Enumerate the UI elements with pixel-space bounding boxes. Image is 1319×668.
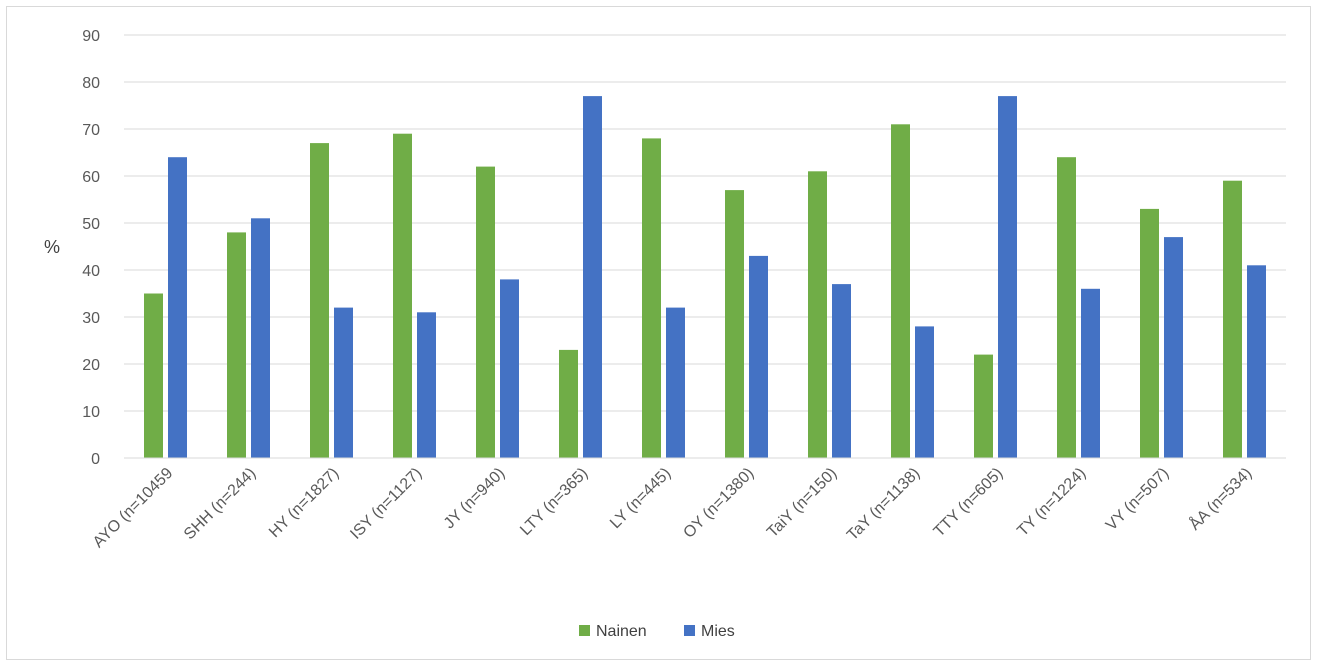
y-tick-label: 80	[82, 75, 100, 92]
bar-mies	[1247, 265, 1266, 458]
bar-mies	[998, 96, 1017, 458]
y-axis-title: %	[44, 237, 60, 257]
x-tick-label: TY (n=1224)	[1014, 465, 1089, 540]
x-tick-label: VY (n=507)	[1103, 465, 1172, 534]
x-tick-label: ÅA (n=534)	[1185, 463, 1255, 533]
x-tick-label: LTY (n=365)	[517, 465, 591, 539]
bar-mies	[749, 255, 768, 458]
bar-nainen	[476, 166, 495, 458]
x-tick-label: HY (n=1827)	[266, 465, 342, 541]
y-tick-label: 10	[82, 404, 100, 421]
x-axis-ticks: AYO (n=10459 SHH (n=244) HY (n=1827) ISY (n…	[90, 463, 1255, 551]
x-tick-label: ISY (n=1127)	[347, 465, 425, 543]
bar-nainen	[1140, 208, 1159, 458]
y-tick-label: 0	[91, 451, 100, 468]
x-tick-label: LY (n=445)	[607, 465, 674, 532]
legend-swatch-nainen	[579, 625, 590, 636]
y-tick-label: 50	[82, 216, 100, 233]
bars	[144, 96, 1266, 459]
bar-nainen	[1223, 180, 1242, 458]
bar-mies	[1164, 237, 1183, 458]
gridlines	[124, 34, 1286, 412]
bar-mies	[500, 279, 519, 458]
y-axis-ticks: 0 10 20 30 40 50 60 70 80 90	[82, 28, 100, 468]
y-tick-label: 40	[82, 263, 100, 280]
x-tick-label: AYO (n=10459	[90, 465, 176, 551]
bar-nainen	[974, 354, 993, 458]
legend-label-nainen: Nainen	[596, 623, 647, 640]
bar-mies	[417, 312, 436, 458]
y-tick-label: 20	[82, 357, 100, 374]
x-tick-label: JY (n=940)	[441, 465, 508, 532]
bar-nainen	[642, 138, 661, 458]
bar-nainen	[808, 171, 827, 459]
bar-mies	[583, 96, 602, 458]
bar-mies	[832, 284, 851, 458]
bar-nainen	[393, 133, 412, 458]
bar-nainen	[227, 232, 246, 458]
bar-nainen	[891, 124, 910, 459]
bar-nainen	[144, 293, 163, 458]
x-tick-label: SHH (n=244)	[181, 465, 259, 543]
bar-mies	[915, 326, 934, 458]
bar-nainen	[310, 143, 329, 458]
x-tick-label: TTY (n=605)	[931, 465, 1007, 541]
bar-mies	[1081, 288, 1100, 458]
bar-mies	[334, 307, 353, 458]
y-tick-label: 30	[82, 310, 100, 327]
x-tick-label: TaY (n=1138)	[844, 465, 923, 544]
x-tick-label: TaiY (n=150)	[764, 465, 840, 541]
legend-label-mies: Mies	[701, 623, 735, 640]
y-tick-label: 90	[82, 28, 100, 45]
bar-nainen	[559, 349, 578, 458]
y-tick-label: 60	[82, 169, 100, 186]
legend: Nainen Mies	[579, 623, 735, 640]
bar-nainen	[1057, 157, 1076, 458]
y-tick-label: 70	[82, 122, 100, 139]
legend-swatch-mies	[684, 625, 695, 636]
bar-mies	[251, 218, 270, 458]
x-tick-label: OY (n=1380)	[680, 465, 757, 542]
bar-nainen	[725, 190, 744, 458]
bar-mies	[168, 157, 187, 458]
bar-mies	[666, 307, 685, 458]
